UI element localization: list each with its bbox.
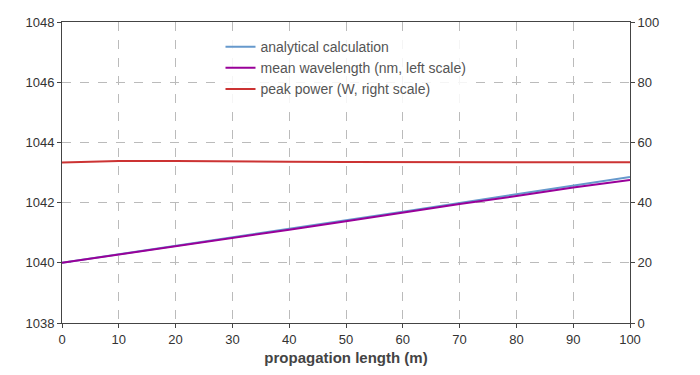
svg-text:analytical calculation: analytical calculation (261, 39, 389, 55)
svg-text:20: 20 (638, 255, 652, 270)
svg-text:peak power (W, right scale): peak power (W, right scale) (261, 81, 431, 97)
svg-text:40: 40 (282, 332, 296, 347)
svg-text:30: 30 (225, 332, 239, 347)
svg-text:1048: 1048 (25, 15, 54, 30)
svg-text:1038: 1038 (25, 316, 54, 331)
svg-text:0: 0 (58, 332, 65, 347)
svg-text:60: 60 (396, 332, 410, 347)
svg-text:40: 40 (638, 195, 652, 210)
svg-text:100: 100 (619, 332, 641, 347)
svg-text:1040: 1040 (25, 255, 54, 270)
svg-text:50: 50 (339, 332, 353, 347)
svg-text:80: 80 (509, 332, 523, 347)
svg-text:mean wavelength (nm, left scal: mean wavelength (nm, left scale) (261, 60, 466, 76)
svg-text:60: 60 (638, 135, 652, 150)
svg-text:10: 10 (112, 332, 126, 347)
svg-text:80: 80 (638, 75, 652, 90)
svg-text:90: 90 (566, 332, 580, 347)
svg-text:propagation length (m): propagation length (m) (264, 349, 427, 366)
svg-text:1042: 1042 (25, 195, 54, 210)
svg-text:1044: 1044 (25, 135, 54, 150)
svg-text:100: 100 (638, 15, 660, 30)
svg-text:1046: 1046 (25, 75, 54, 90)
svg-text:70: 70 (452, 332, 466, 347)
svg-text:0: 0 (638, 316, 645, 331)
svg-text:20: 20 (168, 332, 182, 347)
